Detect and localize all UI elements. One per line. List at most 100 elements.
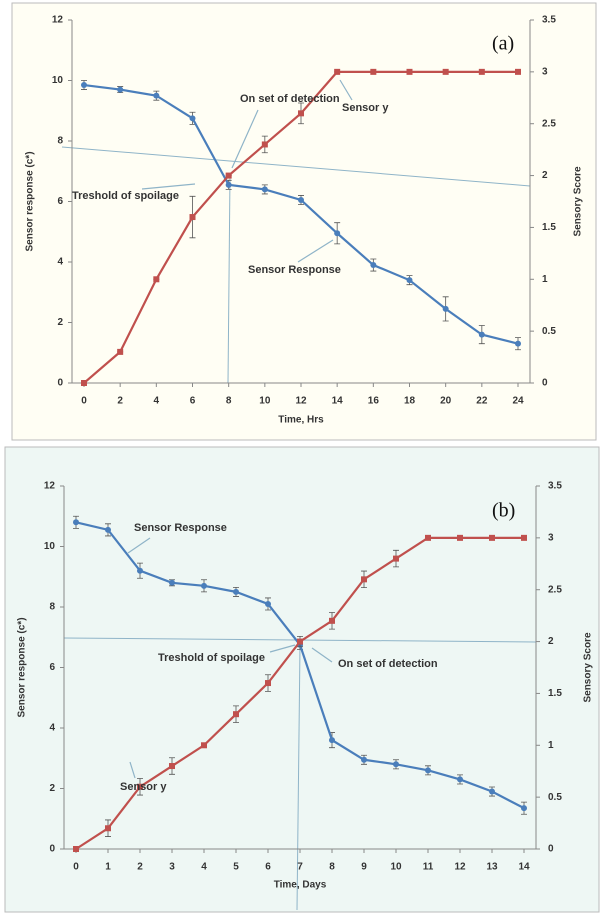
point [117, 348, 124, 355]
point [73, 519, 79, 526]
annotation-arrow [269, 644, 296, 653]
y-tick-label: 6 [57, 196, 63, 207]
x-tick-label: 20 [440, 396, 452, 407]
x-tick-label: 2 [117, 396, 123, 407]
x-tick-label: 4 [154, 396, 160, 407]
point [265, 680, 271, 687]
point [153, 92, 160, 99]
point [117, 86, 124, 93]
x-tick-label: 2 [137, 862, 143, 873]
y-tick-label: 12 [44, 481, 56, 492]
series-annotation: Sensor y [342, 102, 389, 114]
point [298, 110, 304, 117]
point [105, 526, 111, 533]
x-tick-label: 22 [476, 396, 488, 407]
x-tick-label: 24 [512, 396, 524, 407]
annotation-arrow [129, 761, 136, 779]
y2-tick-label: 2.5 [542, 118, 556, 129]
annotation-arrow [297, 239, 334, 263]
point [225, 181, 232, 188]
point [370, 262, 377, 269]
point [137, 567, 143, 574]
point [370, 68, 377, 75]
point [489, 534, 495, 541]
x-tick-label: 14 [332, 396, 344, 407]
y-tick-label: 10 [52, 75, 64, 86]
y2-tick-label: 3.5 [542, 15, 556, 26]
annotation-arrow [311, 647, 333, 663]
point [334, 230, 341, 237]
y2-tick-label: 3 [542, 66, 548, 77]
x-tick-label: 6 [190, 396, 196, 407]
x-tick-label: 1 [105, 862, 111, 873]
x-tick-label: 3 [169, 862, 175, 873]
point [169, 763, 175, 770]
y-tick-label: 8 [49, 602, 55, 613]
point [233, 588, 239, 595]
onset-line [227, 174, 231, 384]
y-tick-label: 6 [49, 662, 55, 673]
annotation: On set of detection [338, 658, 438, 670]
y2-tick-label: 1 [542, 274, 548, 285]
point [201, 742, 207, 749]
point [515, 340, 521, 347]
x-axis-title: Time, Days [274, 880, 327, 891]
x-tick-label: 5 [233, 862, 239, 873]
annotation-arrow [127, 537, 151, 554]
y2-tick-label: 1 [548, 740, 554, 751]
y-tick-label: 4 [49, 723, 55, 734]
point [73, 846, 79, 852]
point [189, 115, 196, 122]
x-tick-label: 8 [226, 396, 232, 407]
y2-tick-label: 3 [548, 532, 554, 543]
y2-tick-label: 0.5 [542, 326, 556, 337]
annotation: Treshold of spoilage [158, 652, 265, 664]
x-tick-label: 12 [295, 396, 307, 407]
series-annotation: Sensor Response [134, 522, 227, 534]
y-tick-label: 10 [44, 541, 56, 552]
y-tick-label: 4 [57, 257, 63, 268]
point [425, 534, 431, 541]
annotation-arrow [339, 79, 353, 101]
point [515, 68, 521, 75]
y-tick-label: 2 [57, 317, 63, 328]
point [457, 776, 463, 783]
point [137, 783, 143, 790]
y2-tick-label: 0 [548, 844, 554, 855]
point [521, 534, 527, 541]
x-tick-label: 7 [297, 862, 303, 873]
point [298, 196, 304, 203]
panel-label: (a) [492, 33, 514, 55]
point [261, 186, 268, 193]
x-tick-label: 11 [423, 862, 434, 873]
y2-axis-title: Sensory Score [573, 166, 584, 236]
point [225, 172, 232, 179]
point [233, 711, 239, 718]
x-tick-label: 13 [486, 862, 498, 873]
point [478, 331, 485, 338]
y2-tick-label: 1.5 [548, 688, 562, 699]
y2-tick-label: 3.5 [548, 481, 562, 492]
x-tick-label: 12 [454, 862, 466, 873]
point [478, 68, 485, 75]
point [105, 825, 111, 832]
y-tick-label: 12 [52, 15, 64, 26]
x-tick-label: 10 [390, 862, 402, 873]
point [361, 756, 367, 763]
x-tick-label: 10 [259, 396, 271, 407]
y-axis-title: Sensor response (c*) [25, 151, 36, 251]
point [457, 534, 463, 541]
y2-axis-title: Sensory Score [583, 632, 594, 702]
point [297, 638, 303, 645]
x-tick-label: 14 [518, 862, 530, 873]
point [442, 68, 449, 75]
x-tick-label: 8 [329, 862, 335, 873]
annotation: Treshold of spoilage [72, 190, 179, 202]
point [81, 380, 87, 386]
point [406, 277, 413, 284]
panel-a-frame [11, 2, 597, 441]
point [489, 788, 495, 795]
x-tick-label: 0 [81, 396, 87, 407]
y2-tick-label: 1.5 [542, 222, 556, 233]
